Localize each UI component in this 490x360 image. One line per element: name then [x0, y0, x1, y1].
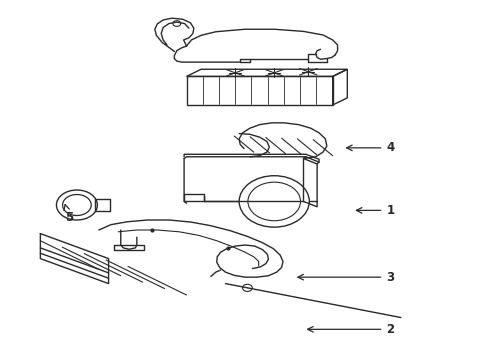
Text: 1: 1: [356, 204, 394, 217]
Text: 2: 2: [308, 323, 394, 336]
Text: 4: 4: [346, 141, 394, 154]
Text: 5: 5: [64, 204, 73, 224]
Text: 3: 3: [298, 271, 394, 284]
